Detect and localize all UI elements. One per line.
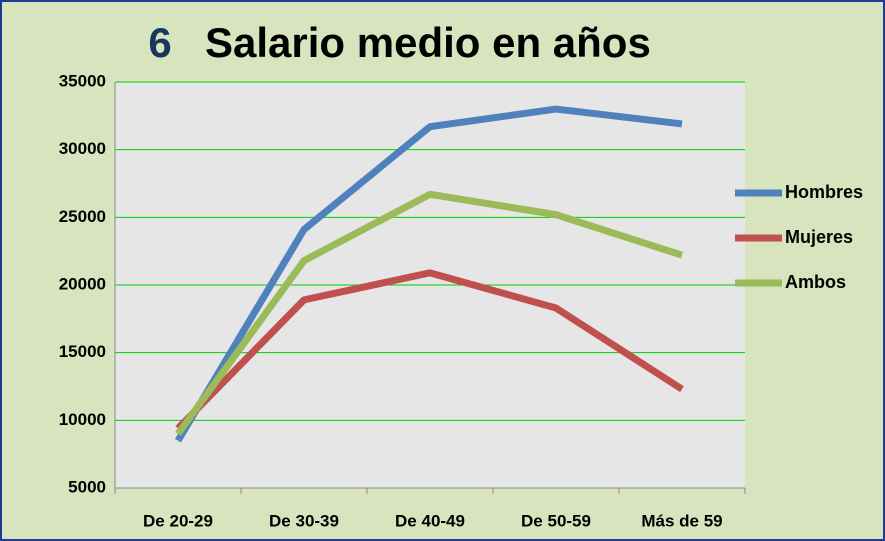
series-line bbox=[174, 105, 683, 443]
series-line bbox=[175, 269, 684, 431]
series-line bbox=[175, 190, 684, 436]
x-tick-label: De 20-29 bbox=[143, 511, 213, 530]
y-tick-label: 10000 bbox=[59, 410, 106, 429]
y-tick-label: 35000 bbox=[59, 71, 106, 90]
y-tick-label: 5000 bbox=[68, 477, 106, 496]
x-tick-label: De 50-59 bbox=[521, 511, 591, 530]
y-tick-label: 20000 bbox=[59, 274, 106, 293]
legend-label: Ambos bbox=[785, 272, 846, 292]
chart-title: Salario medio en años bbox=[205, 19, 651, 66]
x-tick-label: Más de 59 bbox=[641, 511, 722, 530]
y-tick-label: 25000 bbox=[59, 207, 106, 226]
legend-label: Hombres bbox=[785, 182, 863, 202]
x-tick-label: De 40-49 bbox=[395, 511, 465, 530]
chart-title-number: 6 bbox=[148, 19, 171, 66]
legend-label: Mujeres bbox=[785, 227, 853, 247]
x-tick-label: De 30-39 bbox=[269, 511, 339, 530]
y-tick-label: 15000 bbox=[59, 342, 106, 361]
y-tick-label: 30000 bbox=[59, 139, 106, 158]
